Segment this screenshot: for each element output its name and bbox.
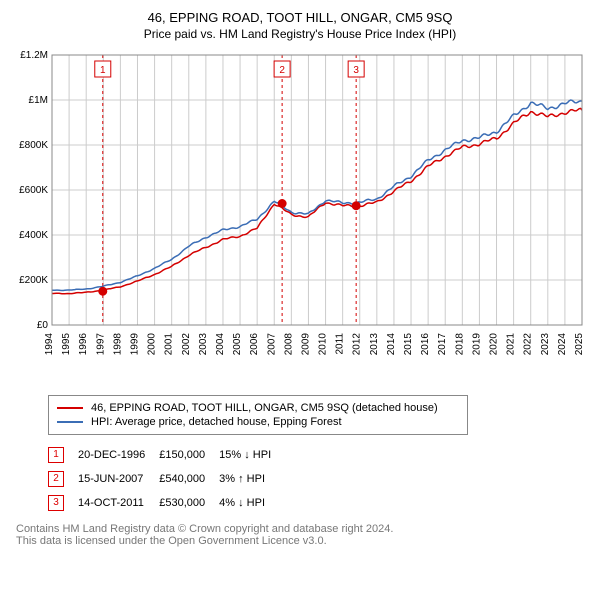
transactions-table: 1 20-DEC-1996£150,00015% ↓ HPI 2 15-JUN-200… xyxy=(48,443,285,515)
y-tick-label: £1M xyxy=(29,95,48,106)
x-tick-label: 2017 xyxy=(437,333,448,356)
x-tick-label: 2006 xyxy=(249,333,260,356)
legend-label: HPI: Average price, detached house, Eppi… xyxy=(91,416,342,428)
footer-line-2: This data is licensed under the Open Gov… xyxy=(16,535,592,547)
y-tick-label: £800K xyxy=(19,140,48,151)
x-tick-label: 2024 xyxy=(557,333,568,356)
x-tick-label: 2014 xyxy=(386,333,397,356)
x-tick-label: 2011 xyxy=(335,333,346,355)
x-tick-label: 2009 xyxy=(300,333,311,356)
y-tick-label: £0 xyxy=(37,320,49,331)
tx-ref-box: 3 xyxy=(48,495,64,511)
table-row: 1 20-DEC-1996£150,00015% ↓ HPI xyxy=(48,443,285,467)
tx-delta: 3% ↑ HPI xyxy=(219,467,285,491)
x-tick-label: 2008 xyxy=(283,333,294,356)
table-row: 2 15-JUN-2007£540,0003% ↑ HPI xyxy=(48,467,285,491)
footer: Contains HM Land Registry data © Crown c… xyxy=(16,523,592,547)
x-tick-label: 2021 xyxy=(506,333,517,356)
legend-row: 46, EPPING ROAD, TOOT HILL, ONGAR, CM5 9… xyxy=(57,402,459,414)
x-tick-label: 2007 xyxy=(266,333,277,356)
legend-label: 46, EPPING ROAD, TOOT HILL, ONGAR, CM5 9… xyxy=(91,402,438,414)
x-tick-label: 2016 xyxy=(420,333,431,356)
x-tick-label: 2010 xyxy=(318,333,329,356)
y-tick-label: £600K xyxy=(19,185,48,196)
x-tick-label: 2013 xyxy=(369,333,380,356)
footer-line-1: Contains HM Land Registry data © Crown c… xyxy=(16,523,592,535)
x-tick-label: 2000 xyxy=(147,333,158,356)
page-subtitle: Price paid vs. HM Land Registry's House … xyxy=(8,27,592,41)
table-row: 3 14-OCT-2011£530,0004% ↓ HPI xyxy=(48,491,285,515)
tx-date: 14-OCT-2011 xyxy=(78,491,159,515)
x-tick-label: 1996 xyxy=(78,333,89,356)
x-tick-label: 2025 xyxy=(574,333,585,356)
x-tick-label: 2012 xyxy=(352,333,363,356)
x-tick-label: 2023 xyxy=(540,333,551,356)
x-tick-label: 1997 xyxy=(95,333,106,356)
x-tick-label: 2018 xyxy=(454,333,465,356)
legend: 46, EPPING ROAD, TOOT HILL, ONGAR, CM5 9… xyxy=(48,395,468,435)
tx-marker-number: 3 xyxy=(353,65,359,76)
tx-marker-number: 1 xyxy=(100,65,106,76)
x-tick-label: 1995 xyxy=(61,333,72,356)
tx-delta: 15% ↓ HPI xyxy=(219,443,285,467)
tx-ref-box: 1 xyxy=(48,447,64,463)
tx-dot xyxy=(278,199,287,208)
y-tick-label: £1.2M xyxy=(20,50,48,61)
legend-row: HPI: Average price, detached house, Eppi… xyxy=(57,416,459,428)
x-tick-label: 1994 xyxy=(44,333,55,356)
x-tick-label: 2019 xyxy=(471,333,482,356)
legend-swatch xyxy=(57,407,83,409)
price-chart: £0 £200K £400K £600K £800K £1M £1.2M 1994 1995 19… xyxy=(8,49,592,389)
x-tick-label: 2001 xyxy=(164,333,175,356)
tx-ref-box: 2 xyxy=(48,471,64,487)
x-tick-label: 1998 xyxy=(112,333,123,356)
x-tick-label: 2020 xyxy=(489,333,500,356)
x-tick-label: 2004 xyxy=(215,333,226,356)
tx-price: £540,000 xyxy=(159,467,219,491)
x-tick-label: 1999 xyxy=(129,333,140,356)
tx-price: £150,000 xyxy=(159,443,219,467)
x-tick-label: 2015 xyxy=(403,333,414,356)
x-tick-label: 2022 xyxy=(523,333,534,356)
x-tick-label: 2005 xyxy=(232,333,243,356)
tx-delta: 4% ↓ HPI xyxy=(219,491,285,515)
y-tick-label: £400K xyxy=(19,230,48,241)
tx-date: 15-JUN-2007 xyxy=(78,467,159,491)
chart-svg: £0 £200K £400K £600K £800K £1M £1.2M 1994 1995 19… xyxy=(8,49,592,389)
tx-price: £530,000 xyxy=(159,491,219,515)
x-tick-label: 2003 xyxy=(198,333,209,356)
page-title: 46, EPPING ROAD, TOOT HILL, ONGAR, CM5 9… xyxy=(8,10,592,25)
legend-swatch xyxy=(57,421,83,423)
tx-date: 20-DEC-1996 xyxy=(78,443,159,467)
tx-dot xyxy=(98,287,107,296)
y-tick-label: £200K xyxy=(19,275,48,286)
x-tick-label: 2002 xyxy=(181,333,192,356)
tx-marker-number: 2 xyxy=(279,65,285,76)
tx-dot xyxy=(352,201,361,210)
